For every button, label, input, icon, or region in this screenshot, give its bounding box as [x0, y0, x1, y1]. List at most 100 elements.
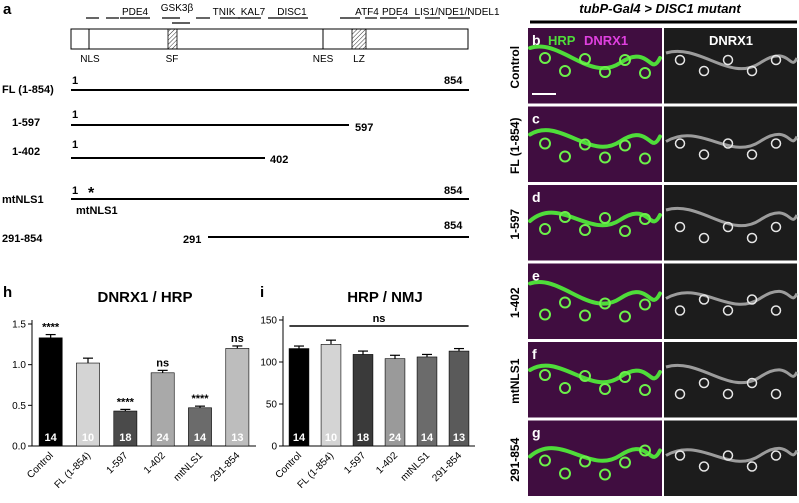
construct-end-fl: 854: [444, 75, 463, 87]
x-tick-label: 1-597: [105, 450, 131, 476]
construct-start-mtnls1: 1: [72, 185, 78, 197]
bouton: [599, 468, 611, 481]
dnrx1-bouton: [770, 305, 782, 316]
dnrx1-signal: [665, 206, 799, 228]
chart-h: 0.0 0.5 1.0 1.5 14 **** Control 10 FL (1-854) 18 *…: [12, 320, 256, 491]
protein-schematic: [70, 28, 469, 50]
x-tick-label: Control: [25, 450, 56, 481]
dnrx1-bouton: [698, 461, 710, 472]
x-tick-label: 1-402: [142, 450, 168, 476]
significance-label: ****: [191, 393, 209, 405]
dnrx1-bouton: [770, 138, 782, 149]
construct-name-1-402: 1-402: [12, 146, 40, 158]
dnrx1-signal: [665, 132, 799, 149]
construct-name-291-854: 291-854: [2, 233, 43, 245]
domain-label-tnik: TNIK: [213, 7, 236, 18]
significance-label: ns: [231, 333, 244, 345]
bouton: [619, 456, 631, 469]
n-label: 14: [194, 432, 207, 444]
hrp-branch: [528, 280, 662, 306]
dnrx1-bouton: [722, 138, 734, 149]
image-row-label: FL (1-854): [508, 118, 522, 174]
dnrx1-bouton: [698, 232, 710, 244]
bouton: [619, 310, 631, 323]
domain-label-atf4: ATF4: [355, 7, 379, 18]
bouton: [619, 371, 631, 383]
domain-lines: [86, 17, 470, 24]
construct-end-mtnls1: 854: [444, 185, 463, 197]
bouton: [619, 54, 631, 66]
significance-label: ns: [156, 357, 169, 369]
bouton: [579, 224, 591, 236]
x-tick-label: 1-402: [374, 450, 400, 476]
bouton: [539, 137, 551, 150]
dnrx1-bouton: [698, 65, 710, 77]
hrp-branch: [528, 128, 662, 149]
construct-end-291-854: 854: [444, 220, 463, 232]
y-tick-label: 0.5: [12, 401, 26, 412]
dnrx1-channel-label: DNRX1: [584, 33, 628, 48]
n-label: 14: [45, 432, 58, 444]
bouton: [559, 382, 571, 394]
bouton: [639, 298, 651, 311]
image-panel-letter: g: [532, 425, 541, 441]
y-tick-label: 1.0: [12, 360, 26, 371]
panel-a-letter: a: [3, 1, 12, 18]
dnrx1-bouton: [746, 294, 758, 305]
dnrx1-bouton: [674, 221, 686, 233]
domain-label-gsk3b: GSK3β: [161, 3, 194, 14]
image-panel-letter: f: [532, 346, 537, 362]
dnrx1-bouton: [746, 149, 758, 160]
bouton: [539, 52, 551, 64]
image-panel-letter: b: [532, 32, 541, 48]
n-label: 14: [421, 432, 434, 444]
domain-label-sf: SF: [166, 54, 179, 65]
n-label: 18: [119, 432, 131, 444]
domain-label-pde4-2: PDE4: [382, 7, 409, 18]
bar: [320, 344, 342, 447]
domain-label-pde4: PDE4: [122, 7, 149, 18]
dnrx1-image: [664, 106, 797, 182]
domain-label-kal7: KAL7: [241, 7, 266, 18]
dnrx1-bouton: [698, 294, 710, 305]
domain-label-lz: LZ: [353, 54, 365, 65]
bouton: [579, 138, 591, 151]
n-label: 13: [231, 432, 243, 444]
image-row-label: Control: [508, 46, 522, 89]
dnrx1-bouton: [746, 377, 758, 389]
bouton: [619, 139, 631, 152]
bouton: [539, 454, 551, 467]
bouton: [639, 213, 651, 225]
construct-end-1-597: 597: [355, 122, 373, 134]
dnrx1-bouton: [674, 54, 686, 66]
y-tick-label: 1.5: [12, 320, 26, 331]
y-tick-label: 0: [271, 442, 277, 453]
bouton: [599, 297, 611, 310]
bouton: [559, 296, 571, 309]
construct-start-1-597: 1: [72, 109, 78, 121]
image-row-label: 1-402: [508, 287, 522, 318]
construct-name-mtnls1: mtNLS1: [2, 194, 44, 206]
dnrx1-bouton: [722, 221, 734, 233]
n-label: 14: [293, 432, 306, 444]
image-panel-letter: c: [532, 111, 540, 127]
dnrx1-signal: [665, 446, 799, 463]
bouton: [599, 151, 611, 164]
bouton: [559, 65, 571, 77]
domain-label-disc1: DISC1: [277, 7, 307, 18]
x-tick-label: 1-597: [342, 450, 368, 476]
x-tick-label: mtNLS1: [172, 450, 206, 484]
construct-start-1-402: 1: [72, 139, 78, 151]
dnrx1-bouton: [770, 221, 782, 233]
domain-label-nls: NLS: [80, 54, 100, 65]
image-row-label: 1-597: [508, 209, 522, 240]
hrp-channel-label: HRP: [548, 33, 576, 48]
x-tick-label: mtNLS1: [399, 450, 433, 484]
dnrx1-bouton: [674, 450, 686, 461]
dnrx1-bouton: [770, 54, 782, 66]
y-tick-label: 150: [260, 316, 277, 327]
bouton: [559, 467, 571, 480]
x-tick-label: FL (1-854): [53, 450, 94, 491]
image-grid: Control b FL (1-854) c 1-597 d 1-402 e mtNLS1 f 29…: [508, 28, 799, 496]
